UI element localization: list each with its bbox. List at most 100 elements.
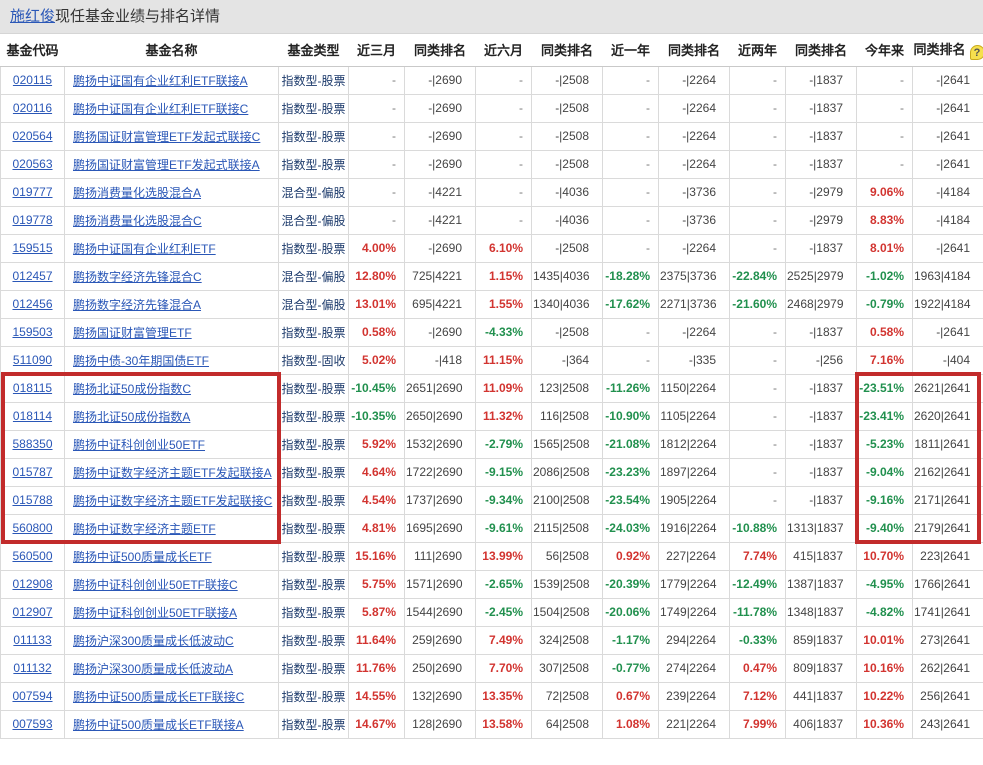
cell-value: - bbox=[773, 157, 777, 171]
col-header-ytd_rank: 同类排名? bbox=[912, 34, 983, 67]
fund-name-link[interactable]: 鹏扬中证数字经济主题ETF发起联接C bbox=[73, 493, 273, 508]
fund-name-link[interactable]: 鹏扬消费量化选股混合A bbox=[73, 185, 202, 200]
fund-name-link[interactable]: 鹏扬中证科创创业50ETF联接A bbox=[73, 605, 238, 620]
rank-cell: 1741|2641 bbox=[912, 597, 983, 627]
cell-value: -|2508 bbox=[555, 241, 589, 255]
fund-code-link[interactable]: 511090 bbox=[12, 353, 53, 367]
fund-code-link[interactable]: 560800 bbox=[12, 521, 53, 535]
cell-value: -4.95% bbox=[865, 577, 904, 591]
manager-link[interactable]: 施红俊 bbox=[10, 8, 56, 25]
fund-code-link[interactable]: 015787 bbox=[12, 465, 53, 479]
cell-value: - bbox=[519, 185, 523, 199]
fund-name-link[interactable]: 鹏扬国证财富管理ETF发起式联接C bbox=[73, 129, 261, 144]
fund-name-link[interactable]: 鹏扬沪深300质量成长低波动C bbox=[73, 633, 234, 648]
return-cell: - bbox=[602, 93, 659, 123]
col-header-y1_rank: 同类排名 bbox=[658, 34, 730, 67]
return-cell: -24.03% bbox=[602, 513, 659, 543]
fund-name-link[interactable]: 鹏扬北证50成份指数C bbox=[73, 381, 192, 396]
fund-name-link[interactable]: 鹏扬中证500质量成长ETF联接C bbox=[73, 689, 245, 704]
return-cell: - bbox=[729, 373, 786, 403]
fund-name-link[interactable]: 鹏扬沪深300质量成长低波动A bbox=[73, 661, 234, 676]
cell-value: 72|2508 bbox=[545, 689, 589, 703]
fund-code-link[interactable]: 159515 bbox=[12, 241, 53, 255]
fund-name-link[interactable]: 鹏扬中证国有企业红利ETF联接C bbox=[73, 101, 249, 116]
fund-name-link[interactable]: 鹏扬中证国有企业红利ETF联接A bbox=[73, 73, 248, 88]
fund-code-link[interactable]: 588350 bbox=[12, 437, 53, 451]
col-header-label: 同类排名 bbox=[667, 43, 720, 59]
rank-cell: 1435|4036 bbox=[531, 261, 603, 291]
rank-cell: 1105|2264 bbox=[658, 401, 730, 431]
fund-name-link[interactable]: 鹏扬中证科创创业50ETF bbox=[73, 437, 206, 452]
fund-code-link[interactable]: 012908 bbox=[12, 577, 53, 591]
cell-value: 10.22% bbox=[863, 689, 904, 703]
fund-code-link[interactable]: 020115 bbox=[12, 73, 53, 87]
cell-value: 1.08% bbox=[615, 717, 650, 731]
fund-name-link[interactable]: 鹏扬北证50成份指数A bbox=[73, 409, 191, 424]
rank-cell: 56|2508 bbox=[531, 541, 603, 571]
header-row: 基金代码 基金名称 基金类型 近三月 同类排名 近六月 同类排名 近一年 同类排名 近两年 同类排名… bbox=[0, 34, 983, 67]
fund-code-link[interactable]: 018115 bbox=[12, 381, 53, 395]
fund-name-link[interactable]: 鹏扬数字经济先锋混合A bbox=[73, 297, 202, 312]
fund-code-link[interactable]: 019777 bbox=[12, 185, 53, 199]
cell-value: 7.74% bbox=[742, 549, 777, 563]
fund-name-link[interactable]: 鹏扬中证数字经济主题ETF发起联接A bbox=[73, 465, 272, 480]
fund-code-link[interactable]: 012457 bbox=[12, 269, 53, 283]
fund-name-link[interactable]: 鹏扬中证科创创业50ETF联接C bbox=[73, 577, 238, 592]
fund-code-cell: 012456 bbox=[0, 289, 65, 319]
fund-name-link[interactable]: 鹏扬国证财富管理ETF发起式联接A bbox=[73, 157, 260, 172]
return-cell: 11.15% bbox=[475, 345, 532, 375]
fund-type-cell: 指数型-股票 bbox=[278, 709, 349, 739]
return-cell: 6.10% bbox=[475, 233, 532, 263]
cell-value: 2468|2979 bbox=[787, 297, 844, 311]
fund-code-link[interactable]: 020116 bbox=[12, 101, 53, 115]
fund-name-link[interactable]: 鹏扬国证财富管理ETF bbox=[73, 325, 192, 340]
fund-name-link[interactable]: 鹏扬中债-30年期国债ETF bbox=[73, 353, 210, 368]
fund-code-link[interactable]: 007594 bbox=[12, 689, 53, 703]
fund-code-link[interactable]: 560500 bbox=[12, 549, 53, 563]
fund-code-link[interactable]: 015788 bbox=[12, 493, 53, 507]
rank-cell: 2375|3736 bbox=[658, 261, 730, 291]
cell-value: 64|2508 bbox=[545, 717, 589, 731]
fund-code-link[interactable]: 020564 bbox=[12, 129, 53, 143]
rank-cell: 239|2264 bbox=[658, 681, 730, 711]
fund-code-link[interactable]: 011133 bbox=[13, 633, 52, 647]
fund-code-link[interactable]: 012456 bbox=[12, 297, 53, 311]
cell-value: -|2690 bbox=[428, 73, 462, 87]
cell-value: -21.60% bbox=[732, 297, 777, 311]
cell-value: 2525|2979 bbox=[787, 269, 844, 283]
rank-cell: 2162|2641 bbox=[912, 457, 983, 487]
cell-value: 123|2508 bbox=[539, 381, 589, 395]
cell-value: 307|2508 bbox=[539, 661, 589, 675]
fund-name-link[interactable]: 鹏扬中证500质量成长ETF bbox=[73, 549, 212, 564]
rank-cell: -|1837 bbox=[785, 233, 857, 263]
fund-code-link[interactable]: 019778 bbox=[12, 213, 53, 227]
return-cell: -10.45% bbox=[348, 373, 405, 403]
fund-name-link[interactable]: 鹏扬中证国有企业红利ETF bbox=[73, 241, 216, 256]
cell-value: 10.01% bbox=[863, 633, 904, 647]
fund-code-link[interactable]: 159503 bbox=[12, 325, 53, 339]
fund-name-cell: 鹏扬中证数字经济主题ETF发起联接C bbox=[64, 485, 279, 515]
fund-code-link[interactable]: 020563 bbox=[12, 157, 53, 171]
fund-code-link[interactable]: 007593 bbox=[12, 717, 53, 731]
question-mark-icon[interactable]: ? bbox=[969, 45, 983, 61]
rank-cell: 324|2508 bbox=[531, 625, 603, 655]
cell-value: - bbox=[773, 325, 777, 339]
fund-name-link[interactable]: 鹏扬数字经济先锋混合C bbox=[73, 269, 202, 284]
cell-value: -0.77% bbox=[611, 661, 650, 675]
return-cell: -11.26% bbox=[602, 373, 659, 403]
fund-code-link[interactable]: 018114 bbox=[12, 409, 53, 423]
fund-name-link[interactable]: 鹏扬消费量化选股混合C bbox=[73, 213, 202, 228]
table-row: 020116 鹏扬中证国有企业红利ETF联接C 指数型-股票 - -|2690 - -|25… bbox=[0, 93, 983, 123]
fund-code-cell: 012907 bbox=[0, 597, 65, 627]
fund-name-link[interactable]: 鹏扬中证500质量成长ETF联接A bbox=[73, 717, 244, 732]
rank-cell: -|1837 bbox=[785, 317, 857, 347]
rank-cell: 111|2690 bbox=[404, 541, 476, 571]
table-row: 560500 鹏扬中证500质量成长ETF 指数型-股票 15.16% 111|2690… bbox=[0, 541, 983, 571]
fund-code-link[interactable]: 012907 bbox=[12, 605, 53, 619]
fund-name-link[interactable]: 鹏扬中证数字经济主题ETF bbox=[73, 521, 216, 536]
cell-value: 11.09% bbox=[482, 381, 523, 395]
cell-value: -|2690 bbox=[428, 325, 462, 339]
fund-type-cell: 指数型-股票 bbox=[278, 65, 349, 95]
cell-value: 256|2641 bbox=[920, 689, 970, 703]
fund-code-link[interactable]: 011132 bbox=[13, 661, 52, 675]
